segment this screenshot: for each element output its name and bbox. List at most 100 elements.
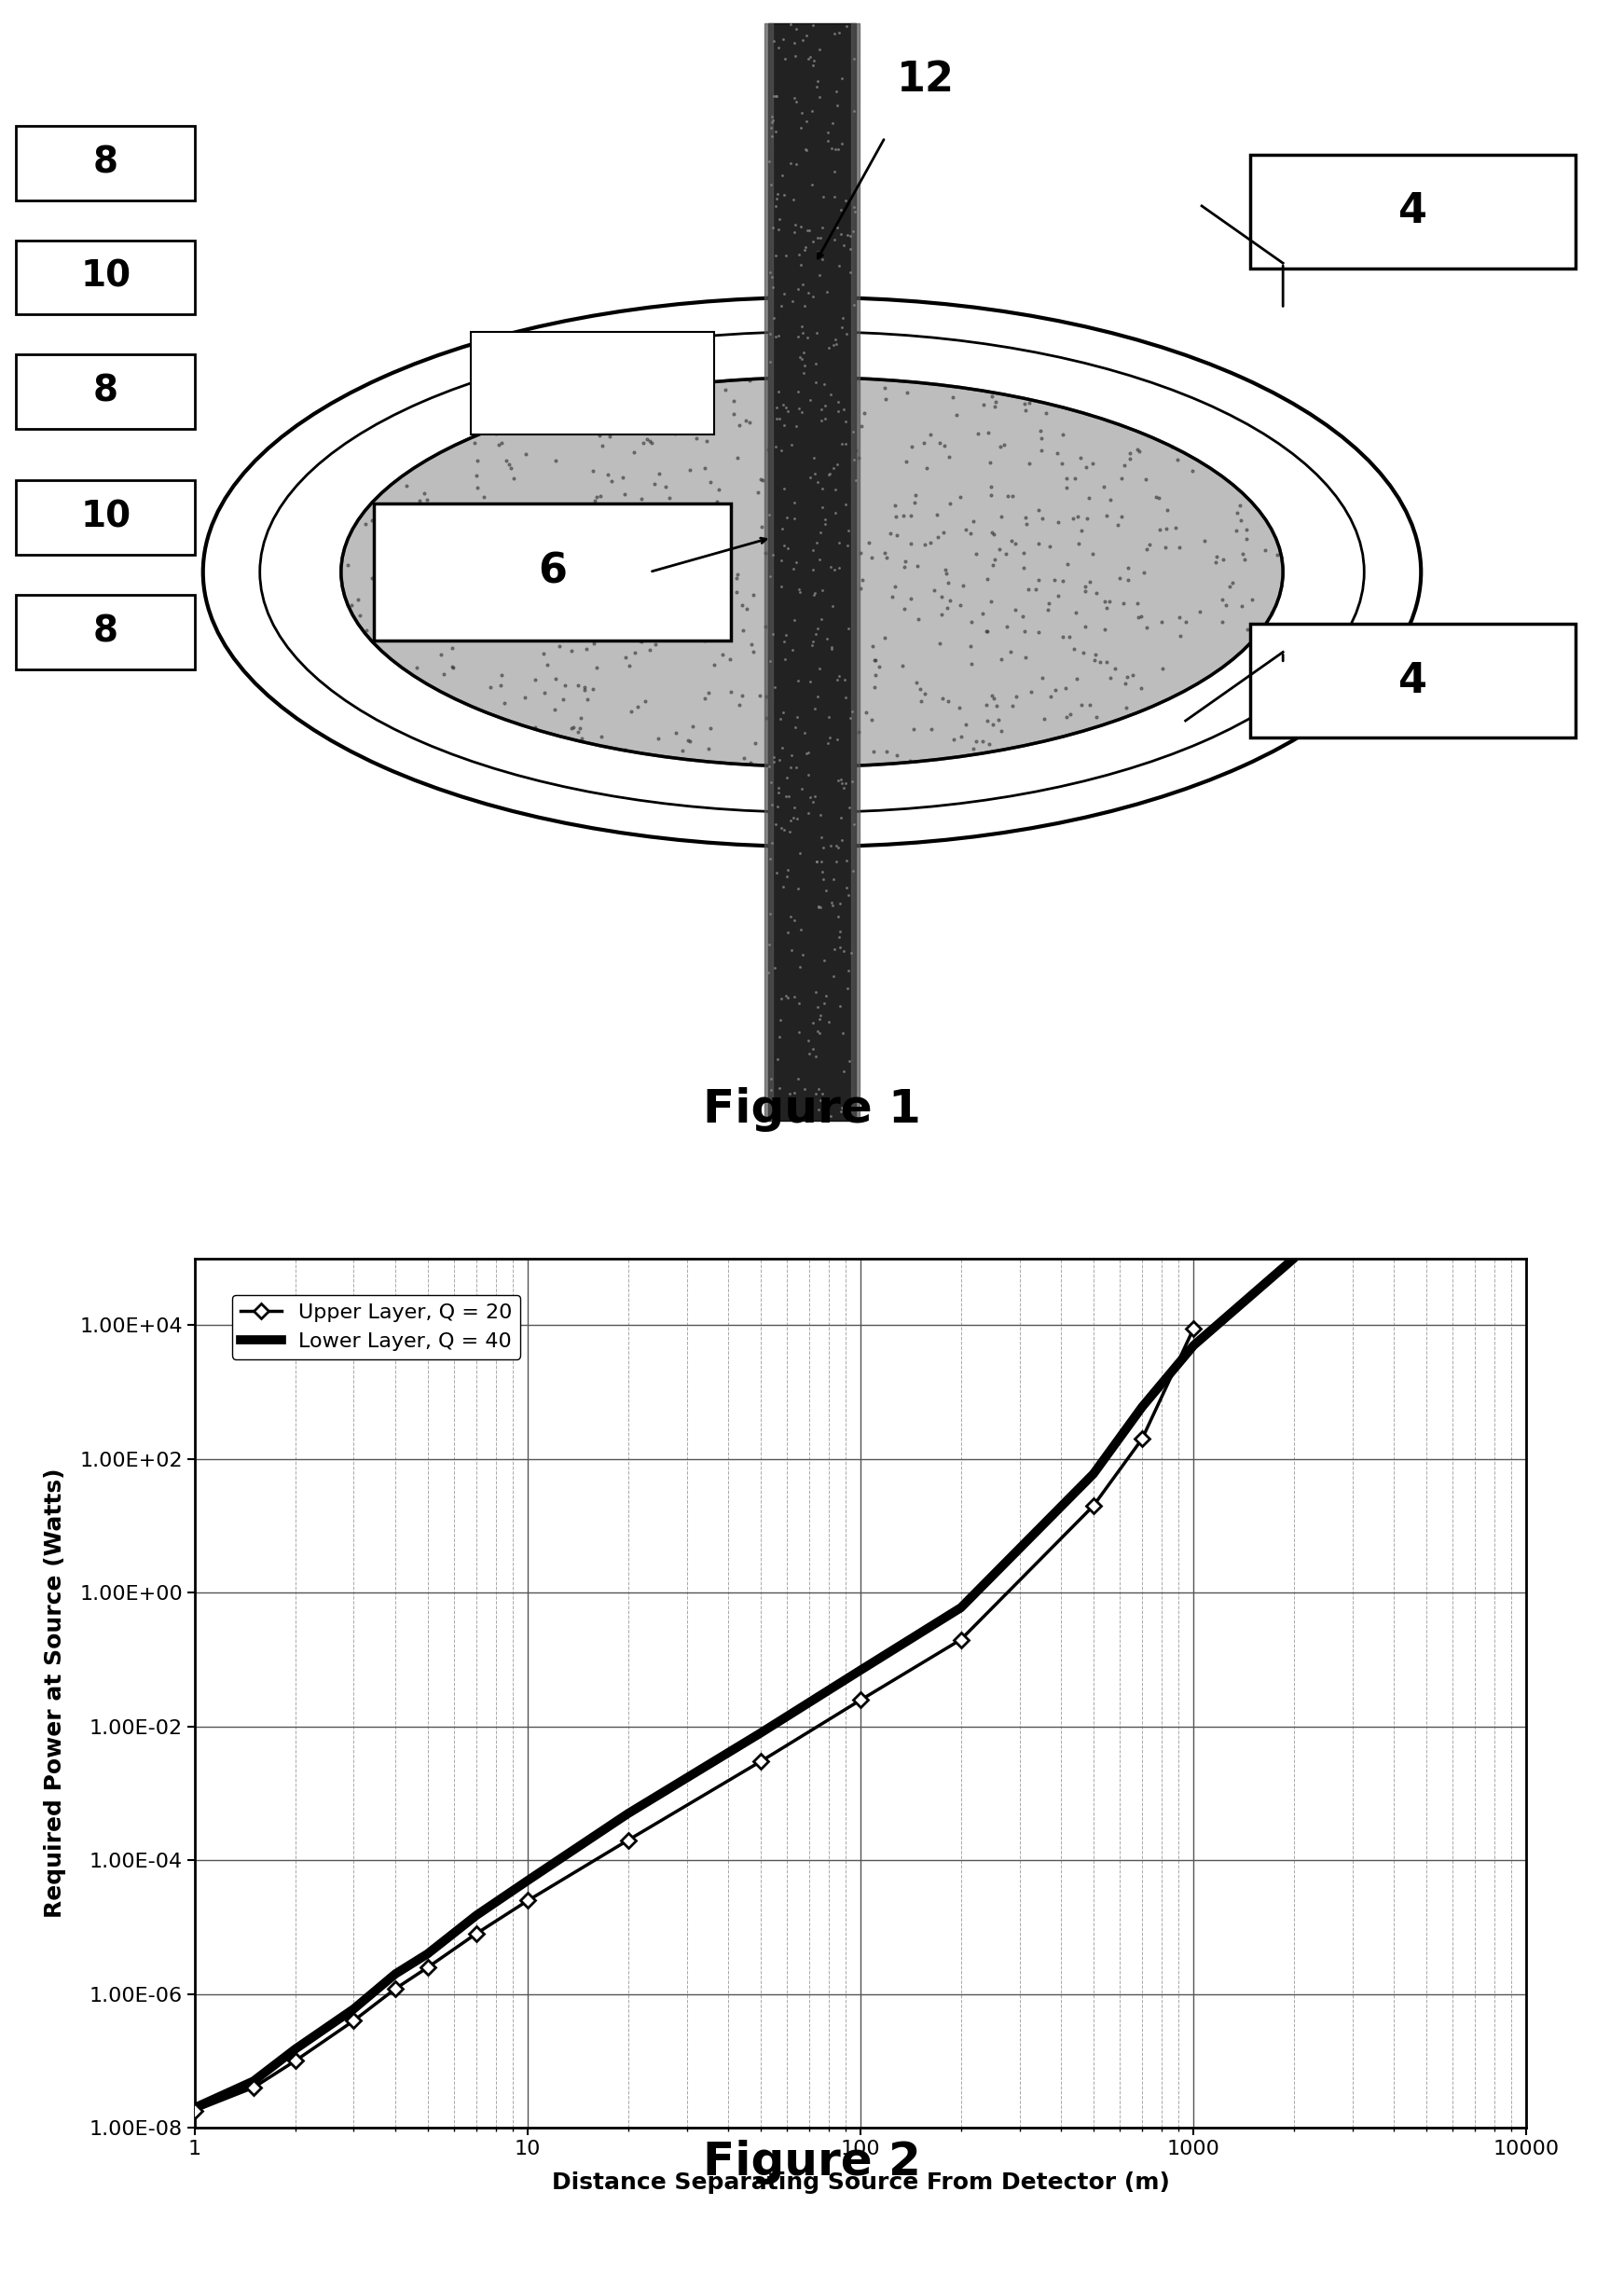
- Point: [697, 709, 723, 746]
- Point: [542, 691, 568, 728]
- Point: [702, 645, 728, 682]
- Point: [1010, 549, 1036, 586]
- Point: [789, 94, 815, 130]
- Point: [807, 998, 833, 1034]
- Point: [796, 446, 822, 483]
- Point: [793, 103, 818, 140]
- Point: [762, 805, 788, 842]
- Point: [1125, 599, 1151, 636]
- Point: [724, 556, 750, 593]
- Point: [807, 32, 833, 69]
- Point: [529, 510, 555, 547]
- Point: [796, 275, 822, 311]
- Point: [823, 446, 849, 483]
- Point: [771, 641, 797, 677]
- Point: [757, 316, 783, 352]
- Point: [1025, 563, 1051, 599]
- Text: 12: 12: [896, 59, 955, 101]
- Point: [643, 588, 669, 625]
- Point: [789, 936, 815, 972]
- Point: [758, 1098, 784, 1135]
- Point: [476, 490, 502, 526]
- Point: [521, 414, 547, 451]
- Point: [518, 595, 544, 631]
- Point: [827, 14, 853, 50]
- Point: [825, 130, 851, 167]
- Point: [1192, 522, 1218, 558]
- Point: [802, 455, 828, 492]
- Point: [820, 105, 846, 142]
- Point: [1000, 686, 1026, 723]
- Point: [789, 471, 815, 508]
- Point: [797, 778, 823, 815]
- Text: 4: 4: [1398, 661, 1427, 700]
- Point: [822, 494, 848, 531]
- Point: [763, 112, 789, 149]
- Point: [775, 979, 801, 1016]
- Point: [679, 490, 705, 526]
- Point: [989, 499, 1015, 535]
- Point: [802, 975, 828, 1011]
- Point: [499, 451, 525, 487]
- Point: [573, 494, 599, 531]
- Point: [797, 39, 823, 76]
- Point: [796, 1036, 822, 1073]
- Point: [552, 666, 578, 702]
- Point: [882, 487, 908, 524]
- Point: [997, 634, 1023, 670]
- Point: [771, 407, 797, 444]
- Point: [1163, 510, 1189, 547]
- Point: [770, 693, 796, 730]
- Bar: [16, 595, 195, 670]
- Point: [1143, 478, 1169, 515]
- Point: [963, 535, 989, 572]
- Point: [1164, 442, 1190, 478]
- Point: [783, 9, 809, 46]
- Point: [812, 400, 838, 437]
- Point: [1023, 572, 1049, 609]
- Point: [947, 689, 973, 725]
- Point: [1049, 416, 1075, 453]
- Point: [859, 627, 885, 664]
- Point: [797, 382, 823, 419]
- Point: [825, 394, 851, 430]
- Point: [573, 529, 599, 565]
- Point: [335, 547, 361, 583]
- Point: [828, 366, 854, 403]
- Point: [767, 30, 793, 66]
- Point: [996, 478, 1021, 515]
- Point: [788, 247, 814, 284]
- Point: [778, 7, 804, 43]
- Point: [825, 549, 851, 586]
- Point: [359, 561, 385, 597]
- Point: [838, 217, 864, 254]
- Point: [637, 423, 663, 460]
- Point: [1111, 586, 1137, 622]
- Point: [742, 725, 768, 762]
- Point: [578, 533, 604, 570]
- Point: [862, 668, 888, 705]
- Point: [791, 334, 817, 371]
- Point: [822, 320, 848, 357]
- Point: [1054, 469, 1080, 506]
- Point: [698, 389, 724, 426]
- Text: 8: 8: [93, 144, 119, 181]
- Point: [820, 959, 846, 995]
- Point: [830, 391, 856, 428]
- Point: [726, 686, 752, 723]
- Point: [901, 712, 927, 748]
- Point: [929, 579, 955, 615]
- Point: [898, 581, 924, 618]
- Point: [861, 643, 887, 680]
- Point: [804, 62, 830, 98]
- Point: [796, 734, 822, 771]
- Point: [1064, 595, 1090, 631]
- Point: [637, 384, 663, 421]
- Point: [731, 739, 757, 776]
- Point: [640, 542, 666, 579]
- Point: [757, 496, 783, 533]
- Point: [817, 329, 843, 366]
- Point: [802, 778, 828, 815]
- Point: [831, 764, 857, 801]
- Point: [760, 1098, 786, 1135]
